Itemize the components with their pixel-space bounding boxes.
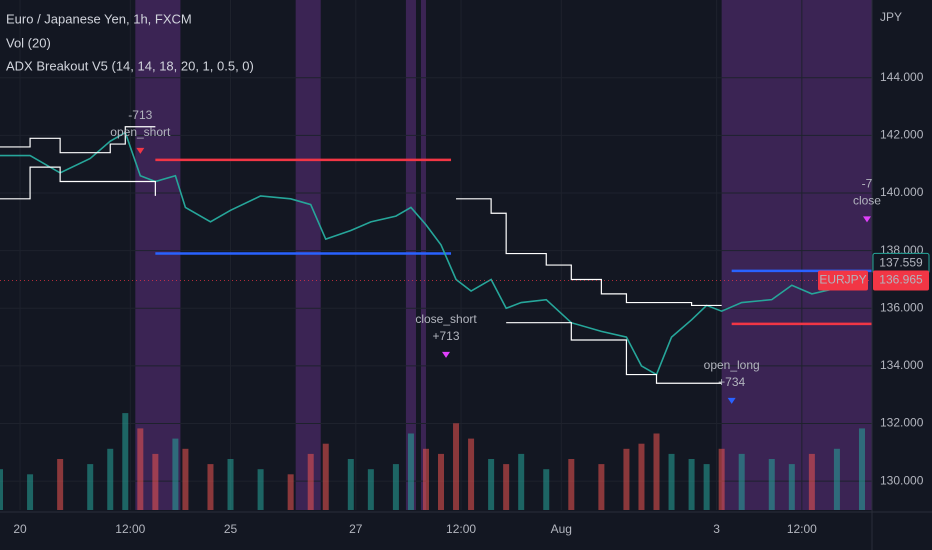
x-tick-label: 27: [349, 522, 363, 536]
volume-bar: [182, 448, 189, 510]
x-tick-label: 12:00: [787, 522, 817, 536]
volume-bar: [788, 464, 795, 510]
unit-label: JPY: [880, 10, 902, 24]
price-tag: [873, 270, 929, 291]
session-highlight: [420, 0, 426, 510]
symbol-tag: [818, 270, 868, 291]
symbol-tag-text: EURJPY: [819, 273, 866, 287]
session-highlight: [295, 0, 321, 510]
volume-bar: [287, 474, 294, 510]
y-tick-label: 142.000: [880, 128, 924, 142]
x-tick-label: 12:00: [115, 522, 145, 536]
volume-bar: [653, 433, 660, 510]
x-tick-label: 25: [224, 522, 238, 536]
volume-bar: [503, 464, 510, 510]
volume-bar: [367, 469, 374, 510]
volume-bar: [137, 428, 144, 510]
price-tag-text: 136.965: [879, 273, 923, 287]
x-tick-label: 3: [713, 522, 720, 536]
annotation-text: open_long: [704, 358, 760, 372]
volume-bar: [833, 448, 840, 510]
volume-bar: [468, 438, 475, 510]
price-line: [0, 166, 156, 200]
volume-bar: [623, 448, 630, 510]
volume-bar: [808, 453, 815, 510]
y-tick-label: 144.000: [880, 70, 924, 84]
volume-bar: [87, 464, 94, 510]
session-highlight: [135, 0, 181, 510]
volume-bar: [227, 459, 234, 510]
volume-bar: [422, 448, 429, 510]
volume-bar: [57, 459, 64, 510]
volume-bar: [568, 459, 575, 510]
x-tick-label: 20: [13, 522, 27, 536]
volume-bar: [518, 453, 525, 510]
volume-bar: [858, 428, 865, 510]
annotation-arrow: [727, 397, 736, 404]
y-tick-label: 130.000: [880, 473, 924, 487]
volume-bar: [392, 464, 399, 510]
volume-bar: [703, 464, 710, 510]
volume-bar: [172, 438, 179, 510]
x-tick-label: 12:00: [446, 522, 476, 536]
volume-bar: [638, 443, 645, 510]
volume-bar: [543, 469, 550, 510]
volume-bar: [668, 453, 675, 510]
session-highlight: [721, 0, 872, 510]
study-label: Vol (20): [6, 35, 51, 50]
annotation-text: -7: [862, 177, 873, 191]
volume-bar: [438, 453, 445, 510]
volume-bar: [207, 464, 214, 510]
y-tick-label: 132.000: [880, 416, 924, 430]
annotation-arrow: [442, 351, 451, 358]
volume-bar: [768, 459, 775, 510]
annotation-text: -713: [128, 108, 152, 122]
volume-bar: [307, 453, 314, 510]
volume-bar: [122, 413, 129, 510]
volume-bar: [152, 453, 159, 510]
price-line: [506, 322, 722, 384]
annotation-text: +713: [433, 329, 460, 343]
volume-bar: [407, 433, 414, 510]
y-tick-label: 134.000: [880, 358, 924, 372]
volume-bar: [107, 448, 114, 510]
volume-bar: [688, 459, 695, 510]
volume-bar: [257, 469, 264, 510]
y-tick-label: 136.000: [880, 300, 924, 314]
annotation-text: close_short: [415, 312, 477, 326]
session-highlight: [405, 0, 416, 510]
volume-bar: [718, 448, 725, 510]
volume-bar: [0, 469, 3, 510]
annotation-text: close: [853, 194, 881, 208]
volume-bar: [738, 453, 745, 510]
volume-bar: [453, 423, 460, 510]
y-tick-label: 140.000: [880, 185, 924, 199]
annotation-text: +734: [718, 375, 745, 389]
volume-bar: [598, 464, 605, 510]
x-tick-label: Aug: [551, 522, 572, 536]
volume-bar: [347, 459, 354, 510]
annotation-arrow: [136, 147, 145, 154]
price-tag-text: 137.559: [879, 256, 923, 270]
symbol-title: Euro / Japanese Yen, 1h, FXCM: [6, 11, 192, 26]
volume-bar: [27, 474, 34, 510]
volume-bar: [488, 459, 495, 510]
price-line: [0, 126, 156, 154]
plot-area: [0, 0, 872, 510]
volume-bar: [322, 443, 329, 510]
study-label: ADX Breakout V5 (14, 14, 18, 20, 1, 0.5,…: [6, 58, 254, 73]
annotation-text: open_short: [110, 125, 171, 139]
price-line: [456, 198, 722, 307]
annotation-arrow: [862, 216, 871, 223]
